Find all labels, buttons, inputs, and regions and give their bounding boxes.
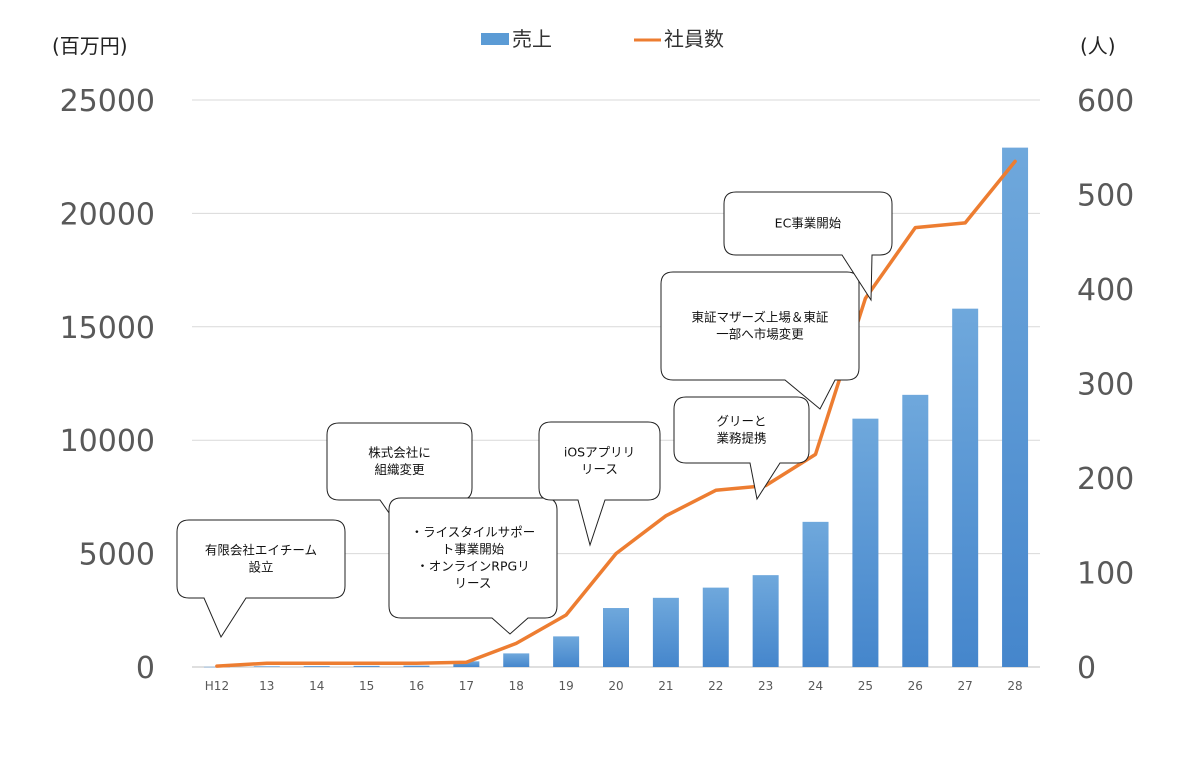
x-tick-label: 17 — [459, 679, 474, 693]
x-tick-label: 25 — [858, 679, 873, 693]
y-right-tick-label: 0 — [1077, 651, 1096, 686]
callout-text: EC事業開始 — [775, 216, 842, 231]
bar-sales — [303, 666, 330, 667]
callout-text: リース — [581, 462, 618, 477]
bar-sales — [453, 661, 480, 667]
callout-bubble — [673, 396, 810, 501]
y-right-tick-label: 500 — [1077, 179, 1134, 214]
x-tick-label: 20 — [608, 679, 623, 693]
bar-sales — [852, 418, 879, 667]
x-tick-label: 16 — [409, 679, 424, 693]
callout-bubble — [723, 191, 893, 302]
x-tick-label: 22 — [708, 679, 723, 693]
x-tick-label: 23 — [758, 679, 773, 693]
y-right-tick-label: 600 — [1077, 84, 1134, 119]
callout-text: 設立 — [248, 560, 273, 575]
callout-text: ・ライスタイルサポー — [411, 525, 536, 540]
y-right-tick-label: 100 — [1077, 557, 1134, 592]
legend: 売上 社員数 — [481, 27, 724, 51]
x-tick-label: 28 — [1007, 679, 1022, 693]
y-left-tick-label: 15000 — [60, 311, 155, 346]
x-tick-label: 15 — [359, 679, 374, 693]
right-axis-unit: (人) — [1080, 34, 1116, 58]
callout-bubble — [176, 519, 346, 639]
bar-sales — [253, 666, 280, 667]
line-employees — [215, 159, 1017, 668]
callout-text: リース — [455, 576, 492, 591]
x-tick-label: 14 — [309, 679, 324, 693]
bar-sales — [553, 636, 580, 667]
bar-sales — [952, 308, 979, 667]
legend-label-employees: 社員数 — [664, 27, 724, 51]
x-tick-label: 18 — [509, 679, 524, 693]
bar-sales — [752, 575, 779, 667]
callout-bubble — [388, 497, 558, 635]
x-tick-label: 27 — [958, 679, 973, 693]
y-left-tick-label: 25000 — [60, 84, 155, 119]
y-left-tick-label: 0 — [136, 651, 155, 686]
x-tick-label: 26 — [908, 679, 923, 693]
bar-sales — [603, 608, 629, 667]
bar-sales — [503, 653, 530, 667]
callout-annotation: EC事業開始 — [723, 191, 893, 302]
callout-text: 株式会社に — [368, 445, 431, 460]
bar-sales — [1002, 147, 1029, 668]
legend-swatch-sales — [481, 33, 509, 45]
bar-sales — [802, 521, 829, 667]
legend-label-sales: 売上 — [512, 27, 552, 51]
callout-text: iOSアプリリ — [564, 445, 635, 460]
bar-sales — [403, 665, 430, 667]
x-tick-label: 21 — [658, 679, 673, 693]
bar-sales — [652, 597, 679, 667]
y-left-tick-label: 5000 — [79, 538, 155, 573]
callout-text: 一部へ市場変更 — [716, 327, 804, 342]
x-tick-label: H12 — [205, 679, 229, 693]
callout-text: ・オンラインRPGリ — [416, 559, 529, 574]
callout-bubble — [538, 421, 661, 547]
y-right-tick-label: 400 — [1077, 273, 1134, 308]
left-axis-unit: (百万円) — [52, 34, 128, 58]
y-right-tick-label: 200 — [1077, 462, 1134, 497]
x-tick-label: 24 — [808, 679, 823, 693]
x-tick-label: 13 — [259, 679, 274, 693]
callout-text: 業務提携 — [716, 431, 766, 446]
y-right-tick-label: 300 — [1077, 368, 1134, 403]
y-left-tick-label: 10000 — [60, 424, 155, 459]
callout-text: 組織変更 — [374, 462, 425, 477]
x-tick-label: 19 — [558, 679, 573, 693]
bar-sales — [353, 665, 380, 667]
y-left-tick-label: 20000 — [60, 197, 155, 232]
callout-text: 有限会社エイチーム — [205, 543, 317, 558]
callout-text: グリーと — [716, 414, 766, 429]
bar-sales — [702, 587, 729, 667]
callout-text: ト事業開始 — [442, 542, 505, 557]
callout-text: 東証マザーズ上場＆東証 — [692, 310, 829, 325]
bar-sales — [902, 394, 929, 667]
